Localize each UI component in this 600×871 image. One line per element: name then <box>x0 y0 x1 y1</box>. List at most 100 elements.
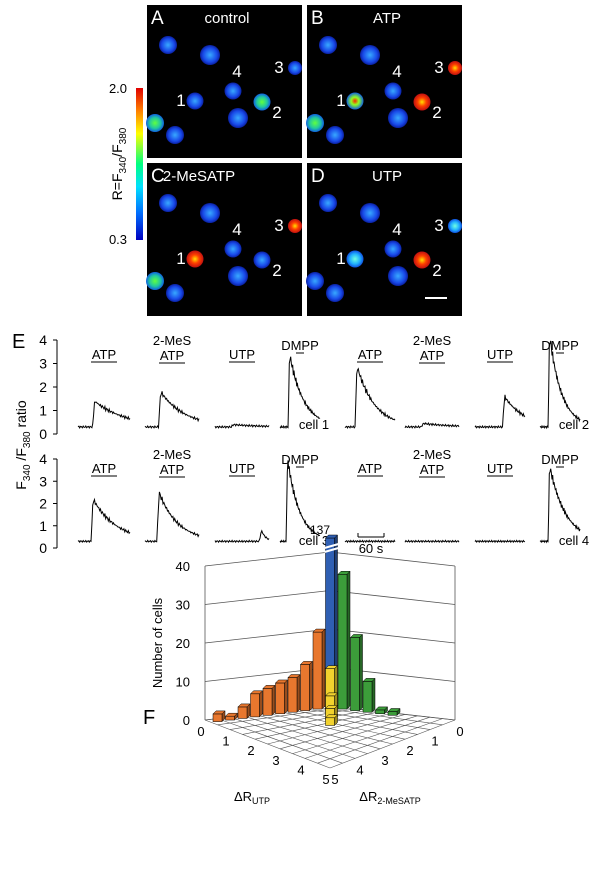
bar <box>337 574 348 710</box>
y-tick-label: 40 <box>176 559 190 574</box>
bar <box>237 706 248 719</box>
label-part: /F <box>109 144 125 156</box>
trace <box>279 460 321 544</box>
cell <box>146 114 164 132</box>
colorbar-min: 0.3 <box>109 232 127 247</box>
x-axis-label: ΔRUTP <box>234 789 270 806</box>
cell <box>186 250 204 268</box>
cell-label: cell 3 <box>299 533 329 548</box>
bar <box>250 693 260 718</box>
panel-letter: C <box>151 166 165 187</box>
bar <box>300 664 310 711</box>
floor-grid <box>329 719 456 769</box>
cell <box>306 114 324 132</box>
cell-number: 1 <box>176 249 185 268</box>
bar-top <box>337 571 351 575</box>
y-tick-label: 3 <box>39 356 47 372</box>
bar-side <box>284 679 288 715</box>
x-tick-label: 1 <box>222 734 229 749</box>
trace <box>474 394 526 429</box>
floor-grid <box>267 712 393 745</box>
cell <box>360 45 380 65</box>
bar-side <box>296 673 301 713</box>
panel-letter: D <box>311 166 325 187</box>
trace <box>474 539 526 544</box>
cell <box>306 272 324 290</box>
bar-top <box>249 690 264 695</box>
floor-grid <box>204 719 331 769</box>
panel-label: UTP <box>372 168 402 185</box>
cell <box>360 203 380 223</box>
label-part: R=F <box>109 173 125 200</box>
bar <box>387 711 398 716</box>
trace <box>214 529 270 544</box>
bar <box>375 709 385 715</box>
cell <box>146 272 164 290</box>
trace <box>539 468 581 544</box>
y-tick-label: 20 <box>176 636 190 651</box>
y-tick-label: 1 <box>39 403 47 419</box>
bar-top <box>324 692 339 697</box>
stimulus-label: ATP <box>358 347 382 362</box>
cell <box>224 240 242 258</box>
bar-top <box>374 706 389 711</box>
label-sub: UTP <box>252 796 270 806</box>
x2-tick-label: 3 <box>381 753 388 768</box>
x2-tick-label: 5 <box>331 772 338 787</box>
trace <box>77 401 131 429</box>
bar-side <box>259 690 263 718</box>
bar <box>350 637 360 711</box>
panel-letter: A <box>151 8 164 29</box>
panel-letter: F <box>143 707 155 729</box>
stimulus-label: ATP <box>160 348 184 363</box>
bar-top <box>224 712 239 717</box>
cell-label: cell 1 <box>299 417 329 432</box>
stimulus-label: DMPP <box>281 338 319 353</box>
cell <box>253 251 271 269</box>
cell-number: 4 <box>232 220 241 239</box>
x-tick-label: 0 <box>197 724 204 739</box>
trace <box>214 423 270 429</box>
cell-number: 3 <box>434 58 443 77</box>
cell <box>166 126 184 144</box>
bar-top <box>324 665 339 669</box>
cell-number: 2 <box>432 103 441 122</box>
floor-grid <box>254 714 381 750</box>
cell-number: 1 <box>176 91 185 110</box>
cell <box>159 36 177 54</box>
stimulus-label: UTP <box>487 347 513 362</box>
label-part: ratio <box>13 400 29 431</box>
bar <box>325 717 335 726</box>
floor-grid <box>242 715 368 754</box>
trace <box>344 539 396 544</box>
panel-label: control <box>204 10 249 27</box>
cell-number: 4 <box>392 62 401 81</box>
cell <box>159 194 177 212</box>
bar <box>262 688 273 716</box>
stimulus-label: DMPP <box>541 452 579 467</box>
cell-number: 2 <box>272 103 281 122</box>
y-tick-label: 4 <box>39 451 47 467</box>
cell-number: 2 <box>272 261 281 280</box>
trace <box>344 367 396 429</box>
cell-label: cell 2 <box>559 417 589 432</box>
cell-number: 1 <box>336 91 345 110</box>
stimulus-label: ATP <box>420 462 444 477</box>
trace <box>144 491 200 544</box>
cell <box>253 93 271 111</box>
x-tick-label: 4 <box>297 762 304 777</box>
label-sub: 2-MeSATP <box>377 796 420 806</box>
x-tick-label: 3 <box>272 753 279 768</box>
cell <box>413 251 431 269</box>
cell <box>388 266 408 286</box>
cell <box>288 219 302 233</box>
cell <box>448 219 462 233</box>
bar-top <box>274 679 289 684</box>
panel-label: ATP <box>373 10 401 27</box>
cell <box>228 266 248 286</box>
stimulus-label: DMPP <box>281 452 319 467</box>
cell-number: 3 <box>274 216 283 235</box>
y-tick-label: 4 <box>39 332 47 348</box>
